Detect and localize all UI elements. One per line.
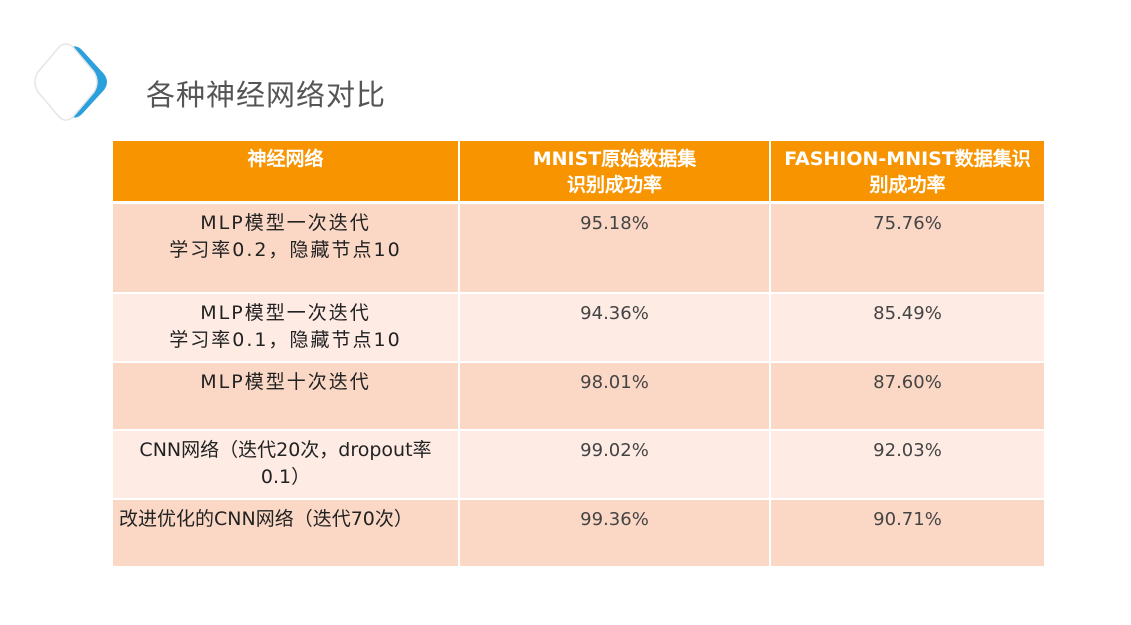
row-name-line: 学习率0.2，隐藏节点10 [169, 238, 402, 261]
row-name-cell: MLP模型十次迭代 [113, 362, 460, 431]
row-name-line: CNN网络（迭代20次，dropout率 [139, 439, 432, 461]
fashion-accuracy: 87.60% [770, 362, 1044, 431]
mnist-accuracy: 98.01% [459, 362, 771, 431]
row-name-cell: 改进优化的CNN网络（迭代70次） [113, 499, 460, 568]
header-fashion-line2: 别成功率 [869, 174, 946, 196]
mnist-accuracy: 99.02% [459, 430, 771, 500]
table-row: MLP模型一次迭代 学习率0.1，隐藏节点10 94.36% 85.49% [113, 293, 1044, 363]
row-name-line: 改进优化的CNN网络（迭代70次） [119, 508, 413, 530]
page-title: 各种神经网络对比 [146, 78, 387, 112]
header-fashion-line1: FASHION-MNIST数据集识 [784, 148, 1031, 170]
table-row: MLP模型十次迭代 98.01% 87.60% [113, 362, 1044, 431]
header-network: 神经网络 [113, 141, 460, 204]
header-mnist-line2: 识别成功率 [566, 174, 662, 196]
mnist-accuracy: 95.18% [459, 202, 771, 294]
row-name-line: MLP模型十次迭代 [200, 371, 371, 393]
fashion-accuracy: 75.76% [770, 202, 1044, 294]
header-mnist: MNIST原始数据集 识别成功率 [459, 141, 771, 204]
fashion-accuracy: 92.03% [770, 430, 1044, 500]
mnist-accuracy: 94.36% [459, 293, 771, 363]
row-name-cell: MLP模型一次迭代 学习率0.2，隐藏节点10 [113, 202, 460, 294]
header-network-label: 神经网络 [247, 148, 324, 170]
row-name-line: 学习率0.1，隐藏节点10 [169, 329, 402, 351]
table-row: CNN网络（迭代20次，dropout率 0.1） 99.02% 92.03% [113, 430, 1044, 500]
row-name-line: MLP模型一次迭代 [200, 302, 371, 324]
table-header-row: 神经网络 MNIST原始数据集 识别成功率 FASHION-MNIST数据集识 … [113, 141, 1044, 204]
fashion-accuracy: 85.49% [770, 293, 1044, 363]
row-name-cell: MLP模型一次迭代 学习率0.1，隐藏节点10 [113, 293, 460, 363]
row-name-cell: CNN网络（迭代20次，dropout率 0.1） [113, 430, 460, 500]
header-mnist-line1: MNIST原始数据集 [532, 148, 697, 170]
mnist-accuracy: 99.36% [459, 499, 771, 568]
header-fashion: FASHION-MNIST数据集识 别成功率 [770, 141, 1044, 204]
table-row: 改进优化的CNN网络（迭代70次） 99.36% 90.71% [113, 499, 1044, 568]
rounded-diamond-logo-icon [34, 43, 107, 121]
row-name-line: 0.1） [260, 466, 311, 488]
row-name-line: MLP模型一次迭代 [200, 211, 371, 234]
fashion-accuracy: 90.71% [770, 499, 1044, 568]
table-row: MLP模型一次迭代 学习率0.2，隐藏节点10 95.18% 75.76% [113, 202, 1044, 294]
comparison-table: 神经网络 MNIST原始数据集 识别成功率 FASHION-MNIST数据集识 … [113, 141, 1044, 568]
